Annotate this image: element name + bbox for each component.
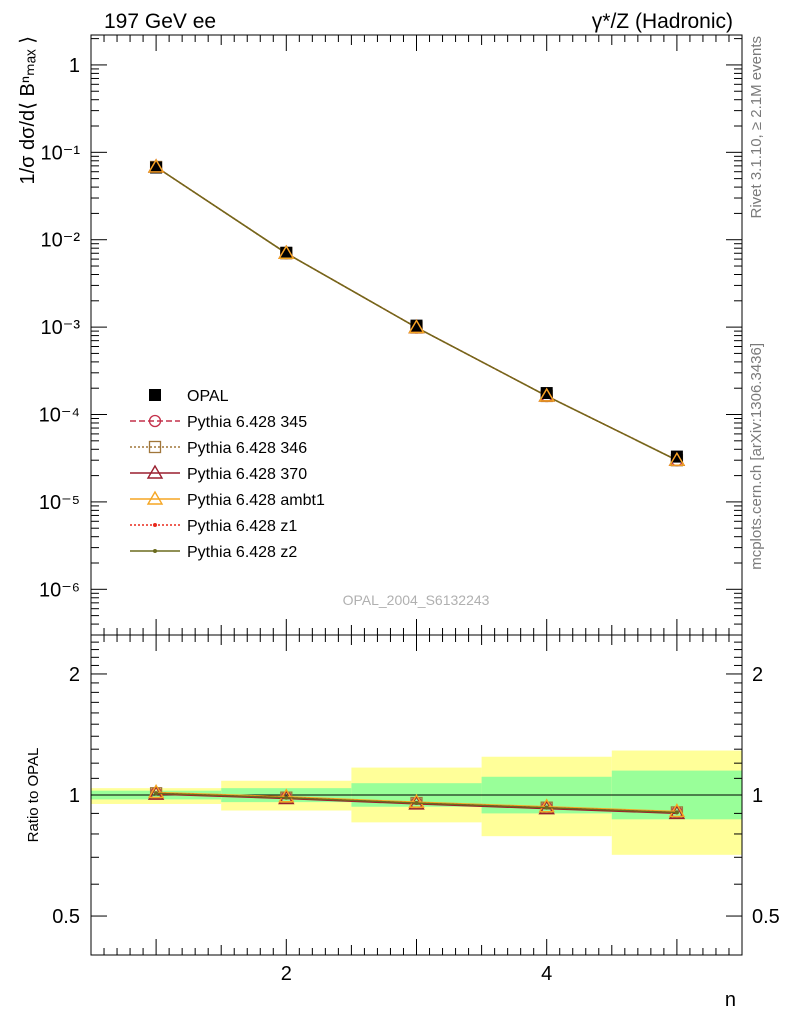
ratio-point-z2 — [414, 801, 419, 806]
legend-entry: OPAL — [149, 388, 229, 405]
legend-label: Pythia 6.428 370 — [187, 466, 307, 483]
legend-label: OPAL — [187, 388, 229, 405]
legend-marker — [146, 490, 164, 505]
legend: OPAL Pythia 6.428 345 Pythia 6.428 346 Pyth… — [130, 388, 325, 561]
y-tick-label: 10⁻⁶ — [39, 579, 80, 601]
legend-label: Pythia 6.428 ambt1 — [187, 492, 325, 509]
ratio-point-ambt1 — [147, 784, 165, 799]
data-point-ambt1-overlay — [147, 158, 165, 173]
ratio-y-tick-label: 1 — [69, 785, 80, 807]
legend-marker — [153, 549, 157, 553]
legend-label: Pythia 6.428 z1 — [187, 518, 297, 535]
y-tick-label: 10⁻⁵ — [39, 492, 80, 514]
y-tick-label: 10⁻⁴ — [39, 405, 80, 427]
y-tick-label: 10⁻³ — [41, 317, 81, 339]
data-point-ambt1-overlay — [408, 319, 425, 334]
ratio-point-ambt1 — [538, 798, 555, 813]
ratio-y-tick-label: 2 — [69, 664, 80, 686]
ratio-y-tick-label-right: 2 — [752, 664, 763, 686]
header-left: 197 GeV ee — [104, 10, 216, 33]
ratio-plot: 2 4 2 2 1 1 0.5 0.5 — [52, 634, 780, 985]
ratio-y-tick-label: 0.5 — [52, 906, 80, 928]
ratio-point-z2 — [284, 795, 289, 800]
ratio-point-ambt1 — [408, 793, 425, 808]
ratio-point-ambt1 — [668, 803, 686, 818]
analysis-watermark: OPAL_2004_S6132243 — [343, 592, 490, 608]
ratio-point-z2 — [544, 805, 549, 810]
legend-marker — [153, 523, 157, 527]
y-tick-label: 10⁻¹ — [41, 142, 81, 164]
legend-entry: Pythia 6.428 ambt1 — [130, 490, 325, 509]
ratio-point-z2 — [674, 810, 679, 815]
ratio-y-tick-label-right: 1 — [752, 785, 763, 807]
main-plot: 1 10⁻¹ 10⁻² 10⁻³ 10⁻⁴ 10⁻⁵ 10⁻⁶ — [39, 34, 743, 636]
legend-entry: Pythia 6.428 z1 — [130, 518, 297, 535]
ratio-point-ambt1 — [278, 788, 295, 803]
mcplots-label: mcplots.cern.ch [arXiv:1306.3436] — [748, 343, 765, 570]
data-point-ambt1-overlay — [668, 451, 686, 466]
y-tick-label: 1 — [69, 55, 80, 77]
main-ylabel: 1/σ dσ/d⟨ Bⁿₘₐₓ ⟩ — [17, 36, 39, 185]
legend-marker — [148, 414, 162, 428]
header-right: γ*/Z (Hadronic) — [592, 10, 733, 33]
y-tick-label: 10⁻² — [41, 230, 81, 252]
x-tick-label: 4 — [541, 963, 552, 985]
legend-label: Pythia 6.428 345 — [187, 414, 307, 431]
data-point-ambt1-overlay — [538, 387, 555, 402]
legend-marker — [148, 440, 162, 454]
ratio-point-z2 — [154, 791, 159, 796]
data-point-ambt1-overlay — [278, 244, 295, 259]
ratio-series — [147, 784, 686, 820]
ratio-y-tick-label-right: 0.5 — [752, 906, 780, 928]
data-point-opal — [540, 387, 553, 400]
legend-entry: Pythia 6.428 z2 — [130, 544, 297, 561]
legend-marker — [146, 464, 164, 479]
data-point-opal — [410, 319, 423, 332]
legend-marker — [149, 389, 161, 401]
data-point-opal — [280, 246, 293, 259]
legend-entry: Pythia 6.428 370 — [130, 464, 307, 483]
x-tick-label: 2 — [281, 963, 292, 985]
rivet-label: Rivet 3.1.10, ≥ 2.1M events — [748, 36, 765, 219]
main-series — [147, 158, 686, 467]
legend-label: Pythia 6.428 z2 — [187, 544, 297, 561]
legend-entry: Pythia 6.428 346 — [130, 440, 307, 457]
x-axis-label: n — [725, 989, 736, 1011]
legend-label: Pythia 6.428 346 — [187, 440, 307, 457]
ratio-ylabel: Ratio to OPAL — [25, 748, 42, 843]
legend-entry: Pythia 6.428 345 — [130, 414, 307, 431]
